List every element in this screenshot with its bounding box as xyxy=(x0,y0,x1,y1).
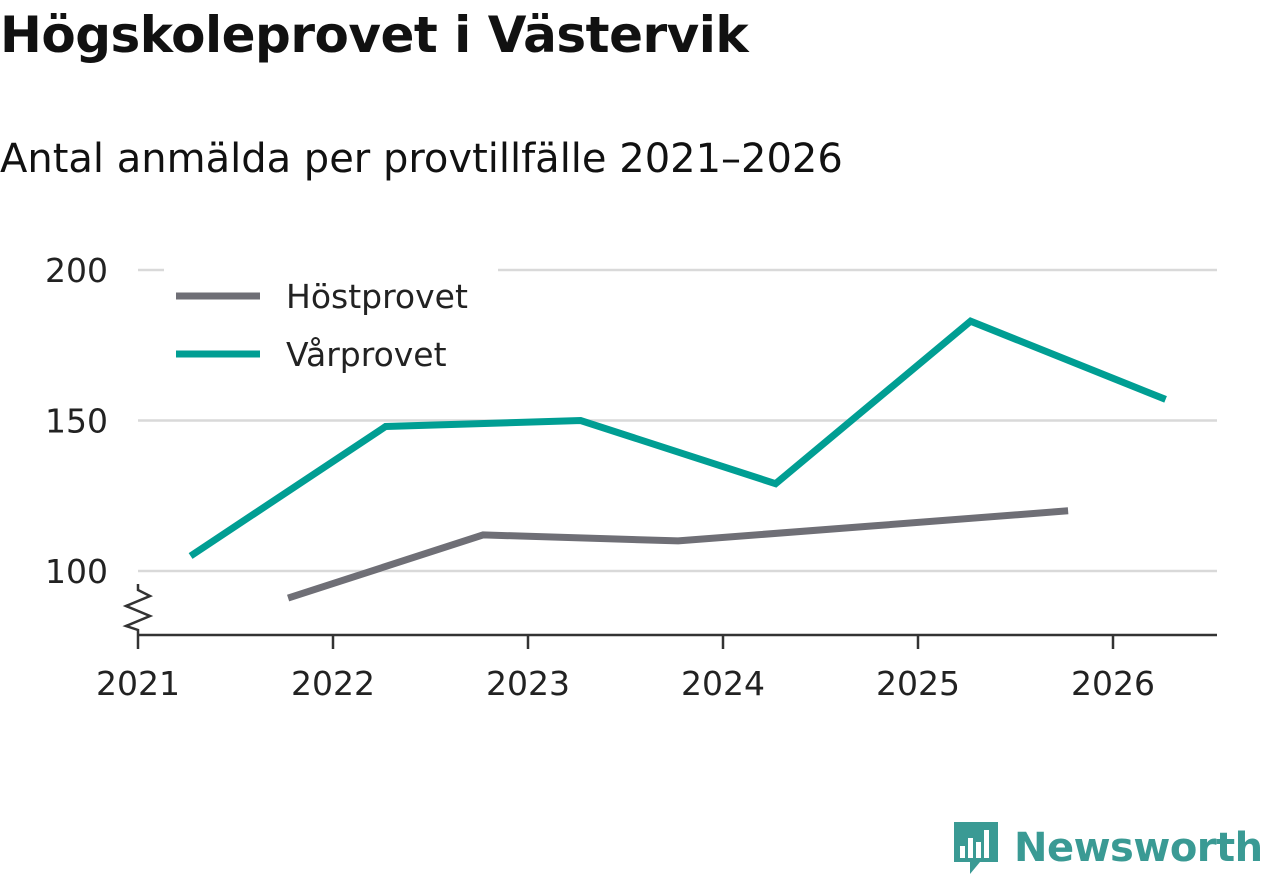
x-tick-label: 2026 xyxy=(1071,664,1155,703)
data-point-varprovet xyxy=(1162,396,1169,403)
x-tick-label: 2023 xyxy=(486,664,570,703)
x-tick-label: 2024 xyxy=(681,664,765,703)
data-point-varprovet xyxy=(187,553,194,560)
chart-subtitle: Antal anmälda per provtillfälle 2021–202… xyxy=(0,136,843,182)
data-point-varprovet xyxy=(577,417,584,424)
y-axis-break-icon xyxy=(122,584,154,635)
data-point-hostprovet xyxy=(480,531,487,538)
y-tick-label: 100 xyxy=(45,552,108,591)
y-tick-label: 150 xyxy=(45,402,108,441)
data-point-varprovet xyxy=(772,480,779,487)
x-tick-label: 2025 xyxy=(876,664,960,703)
data-point-varprovet xyxy=(967,318,974,325)
data-point-hostprovet xyxy=(285,595,292,602)
data-point-hostprovet xyxy=(870,522,877,529)
y-tick-label: 200 xyxy=(45,251,108,290)
x-tick-label: 2021 xyxy=(96,664,180,703)
newsworthy-brand: Newsworthy xyxy=(950,818,1262,878)
x-tick-label: 2022 xyxy=(291,664,375,703)
series-line-varprovet xyxy=(188,317,1167,559)
data-point-varprovet xyxy=(382,423,389,430)
legend-label-hostprovet: Höstprovet xyxy=(286,277,468,316)
brand-name: Newsworthy xyxy=(1014,825,1262,871)
data-point-hostprovet xyxy=(675,537,682,544)
data-point-hostprovet xyxy=(1065,507,1072,514)
series-line-hostprovet xyxy=(287,507,1069,602)
legend-label-varprovet: Vårprovet xyxy=(286,335,447,374)
newsworthy-logo-icon xyxy=(954,822,998,874)
legend-box xyxy=(164,262,498,380)
chart-title: Högskoleprovet i Västervik xyxy=(0,6,749,64)
